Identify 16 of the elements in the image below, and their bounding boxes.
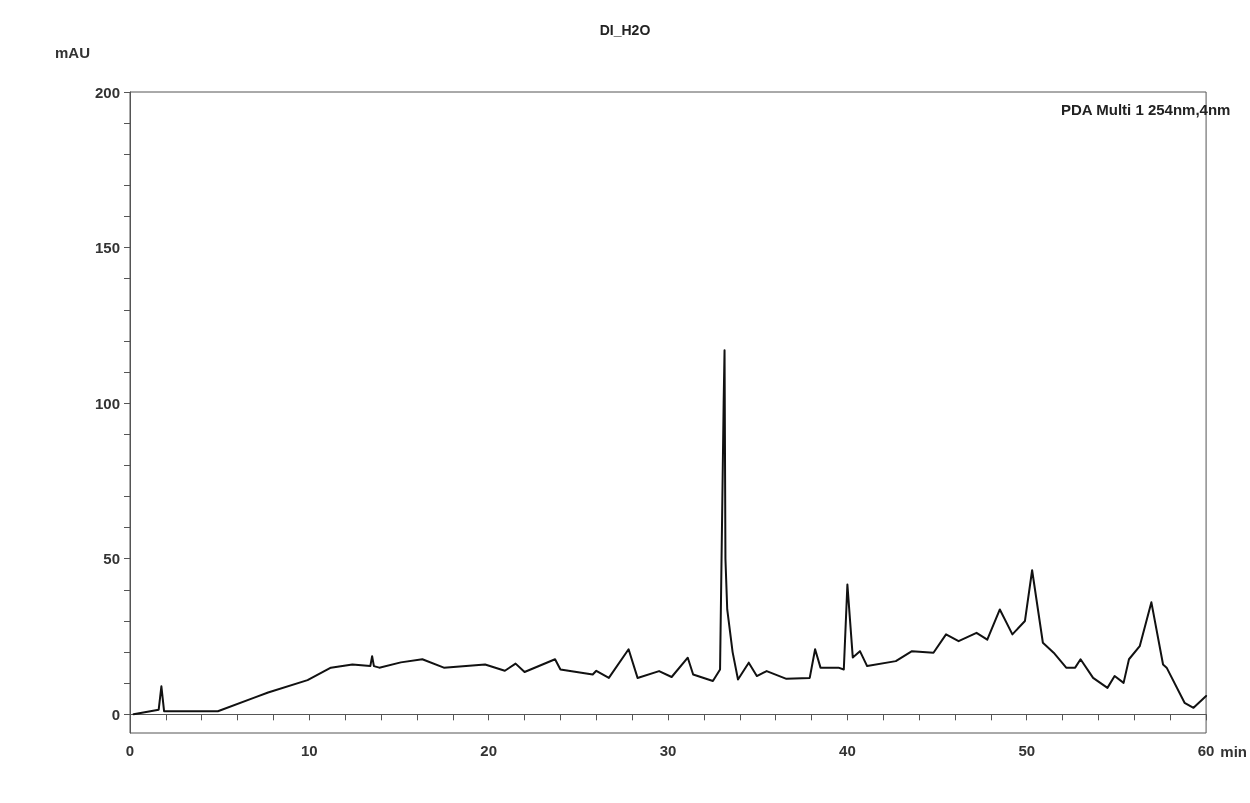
annotation: PDA Multi 1 254nm,4nm xyxy=(1060,101,1231,118)
chart-title: DI_H2O xyxy=(599,22,651,38)
y-axis-title: mAU xyxy=(54,44,90,61)
x-tick-label: 40 xyxy=(839,742,856,759)
x-axis-title: min xyxy=(1220,743,1247,761)
x-tick-label: 0 xyxy=(125,742,135,759)
x-tick-label: 10 xyxy=(301,742,318,759)
y-tick-label: 150 xyxy=(94,239,120,257)
y-tick-label: 0 xyxy=(111,705,120,723)
y-tick-label: 100 xyxy=(94,394,120,412)
x-tick-label: 20 xyxy=(480,742,498,759)
y-tick-label: 200 xyxy=(94,83,120,101)
y-tick-label: 50 xyxy=(103,550,120,568)
x-tick-label: 30 xyxy=(659,742,677,759)
x-tick-label: 60 xyxy=(1197,742,1215,759)
x-tick-label: 50 xyxy=(1018,742,1036,759)
